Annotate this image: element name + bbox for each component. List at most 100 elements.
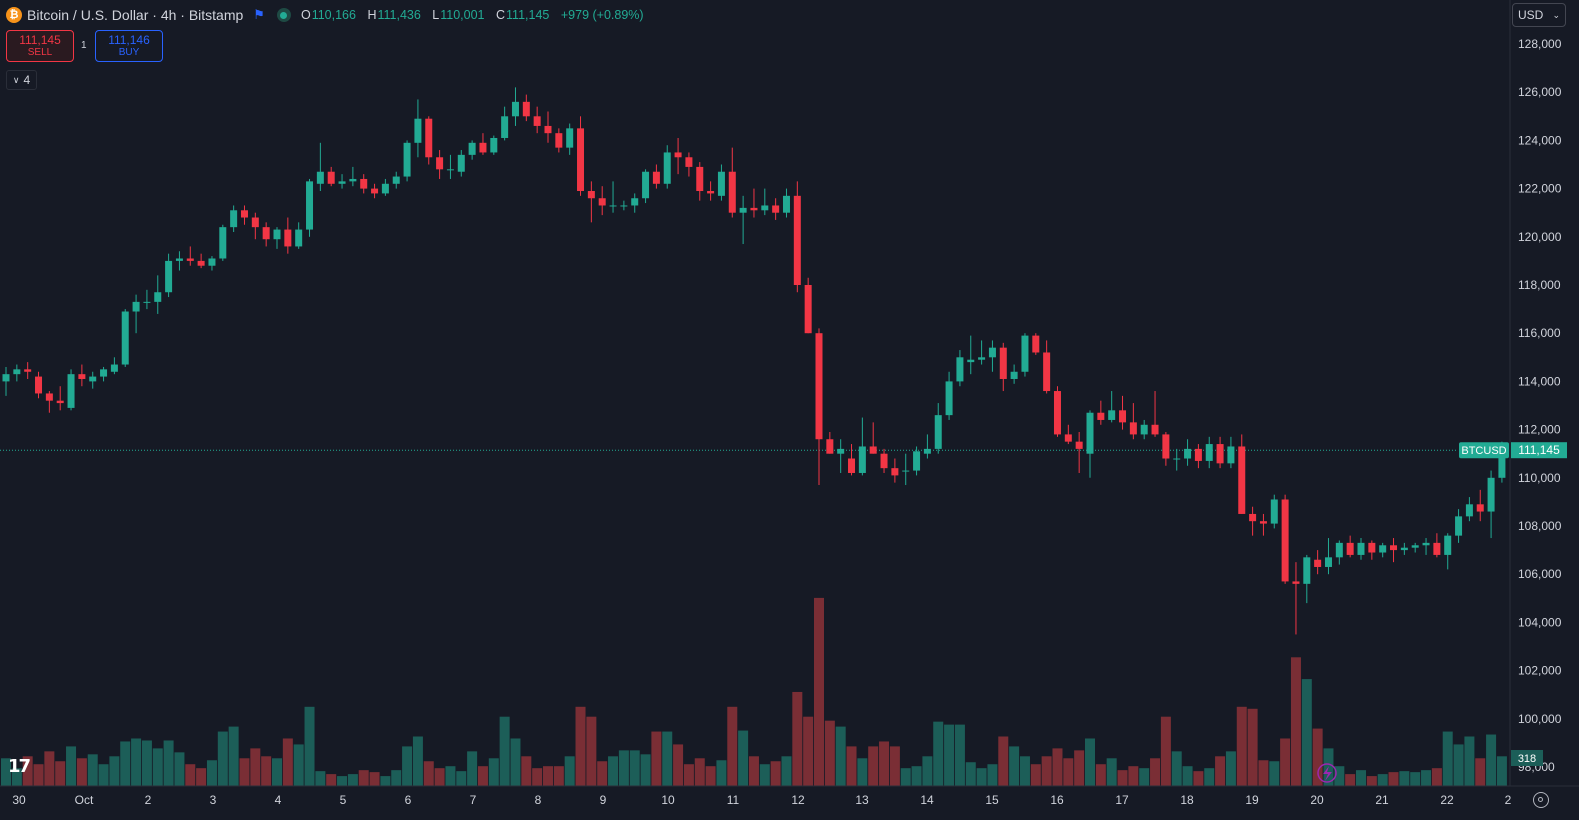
candle-body[interactable] bbox=[902, 470, 910, 472]
candle-body[interactable] bbox=[1281, 499, 1289, 582]
candle-body[interactable] bbox=[208, 258, 216, 266]
candle-body[interactable] bbox=[707, 191, 715, 194]
candle-body[interactable] bbox=[1086, 412, 1094, 454]
candle-body[interactable] bbox=[1075, 441, 1083, 449]
candle-body[interactable] bbox=[837, 448, 845, 454]
candle-body[interactable] bbox=[1433, 542, 1441, 555]
candle-body[interactable] bbox=[999, 347, 1007, 379]
candle-body[interactable] bbox=[782, 195, 790, 213]
candle-body[interactable] bbox=[1162, 434, 1170, 459]
candle-body[interactable] bbox=[425, 118, 433, 158]
candle-body[interactable] bbox=[1422, 542, 1430, 546]
candle-body[interactable] bbox=[1465, 504, 1473, 517]
candle-body[interactable] bbox=[804, 285, 812, 334]
candle-body[interactable] bbox=[446, 169, 454, 171]
candle-body[interactable] bbox=[1476, 504, 1484, 512]
candle-body[interactable] bbox=[685, 157, 693, 167]
candle-body[interactable] bbox=[1270, 499, 1278, 524]
candle-body[interactable] bbox=[761, 205, 769, 211]
candle-body[interactable] bbox=[1064, 434, 1072, 442]
candle-body[interactable] bbox=[1184, 448, 1192, 459]
candle-body[interactable] bbox=[1498, 450, 1506, 478]
candle-body[interactable] bbox=[544, 125, 552, 134]
candle-body[interactable] bbox=[1021, 335, 1029, 372]
candle-body[interactable] bbox=[880, 453, 888, 469]
currency-selector[interactable]: USD ⌄ bbox=[1512, 3, 1566, 27]
candle-body[interactable] bbox=[175, 258, 183, 261]
price-axis[interactable] bbox=[1510, 0, 1579, 820]
candle-body[interactable] bbox=[1238, 446, 1246, 514]
candle-body[interactable] bbox=[186, 258, 194, 261]
candle-body[interactable] bbox=[891, 468, 899, 476]
candle-body[interactable] bbox=[750, 207, 758, 211]
candle-body[interactable] bbox=[1379, 545, 1387, 553]
candle-body[interactable] bbox=[913, 451, 921, 471]
candle-body[interactable] bbox=[501, 116, 509, 138]
candle-body[interactable] bbox=[1097, 412, 1105, 420]
candle-body[interactable] bbox=[1357, 542, 1365, 555]
candle-body[interactable] bbox=[815, 333, 823, 440]
candle-body[interactable] bbox=[56, 400, 64, 404]
candle-body[interactable] bbox=[717, 171, 725, 196]
candle-body[interactable] bbox=[1227, 446, 1235, 464]
candle-body[interactable] bbox=[566, 128, 574, 148]
candle-body[interactable] bbox=[1173, 458, 1181, 460]
candle-body[interactable] bbox=[316, 171, 324, 184]
flag-icon[interactable]: ⚑ bbox=[253, 7, 265, 22]
candle-body[interactable] bbox=[1216, 444, 1224, 464]
candle-body[interactable] bbox=[371, 188, 379, 194]
candle-body[interactable] bbox=[1324, 557, 1332, 567]
candle-body[interactable] bbox=[1151, 424, 1159, 435]
tradingview-logo-icon[interactable]: 17 bbox=[8, 756, 31, 777]
candle-body[interactable] bbox=[1411, 545, 1419, 548]
candle-body[interactable] bbox=[100, 369, 108, 377]
candle-body[interactable] bbox=[511, 101, 519, 117]
candle-body[interactable] bbox=[555, 133, 563, 148]
candle-body[interactable] bbox=[1205, 444, 1213, 461]
candle-body[interactable] bbox=[967, 359, 975, 363]
candle-body[interactable] bbox=[652, 171, 660, 184]
candle-body[interactable] bbox=[1390, 545, 1398, 551]
candle-body[interactable] bbox=[609, 205, 617, 207]
time-axis[interactable] bbox=[0, 786, 1579, 820]
candle-body[interactable] bbox=[240, 210, 248, 218]
candle-body[interactable] bbox=[1314, 559, 1322, 567]
candle-body[interactable] bbox=[858, 446, 866, 473]
candle-body[interactable] bbox=[869, 446, 877, 454]
candle-body[interactable] bbox=[457, 154, 465, 172]
candle-body[interactable] bbox=[739, 207, 747, 213]
candle-body[interactable] bbox=[848, 458, 856, 473]
candle-body[interactable] bbox=[934, 415, 942, 449]
candle-body[interactable] bbox=[338, 181, 346, 184]
candle-body[interactable] bbox=[945, 381, 953, 416]
candle-body[interactable] bbox=[89, 376, 97, 382]
candle-body[interactable] bbox=[360, 178, 368, 189]
candle-body[interactable] bbox=[1487, 477, 1495, 512]
candle-body[interactable] bbox=[490, 137, 498, 153]
candle-body[interactable] bbox=[1108, 410, 1116, 420]
candle-body[interactable] bbox=[349, 178, 357, 182]
candle-body[interactable] bbox=[826, 439, 834, 454]
candle-body[interactable] bbox=[273, 229, 281, 240]
candle-body[interactable] bbox=[414, 118, 422, 143]
candle-body[interactable] bbox=[284, 229, 292, 247]
candle-body[interactable] bbox=[67, 374, 75, 408]
candle-body[interactable] bbox=[24, 369, 32, 372]
candle-body[interactable] bbox=[772, 205, 780, 213]
candle-body[interactable] bbox=[479, 142, 487, 153]
symbol-title[interactable]: Bitcoin / U.S. Dollar · 4h · Bitstamp bbox=[27, 7, 244, 23]
indicators-toggle-button[interactable]: ∨ 4 bbox=[6, 70, 37, 90]
candle-body[interactable] bbox=[13, 369, 21, 375]
candle-body[interactable] bbox=[2, 374, 10, 382]
candle-body[interactable] bbox=[143, 301, 151, 303]
candle-body[interactable] bbox=[674, 152, 682, 158]
settings-gear-icon[interactable] bbox=[1533, 792, 1549, 808]
candle-body[interactable] bbox=[631, 198, 639, 206]
candle-body[interactable] bbox=[1259, 521, 1267, 524]
candle-body[interactable] bbox=[392, 176, 400, 184]
candle-body[interactable] bbox=[1335, 542, 1343, 558]
candle-body[interactable] bbox=[78, 374, 86, 379]
candle-body[interactable] bbox=[327, 171, 335, 184]
lightning-icon[interactable] bbox=[1317, 763, 1337, 783]
candle-body[interactable] bbox=[35, 376, 43, 394]
